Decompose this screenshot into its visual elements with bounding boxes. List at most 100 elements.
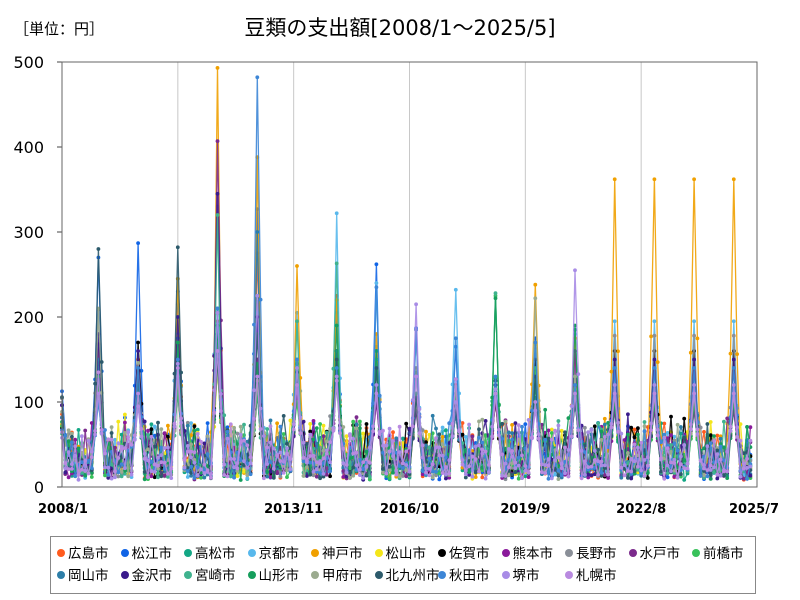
data-point (619, 431, 624, 436)
data-point (242, 469, 246, 474)
data-point (301, 419, 306, 424)
data-point (328, 440, 332, 444)
data-point (410, 398, 415, 402)
data-point (705, 468, 710, 472)
data-point (430, 469, 435, 474)
data-point (354, 415, 359, 420)
data-point (748, 473, 753, 478)
data-point (185, 475, 190, 479)
data-point (341, 475, 346, 479)
data-point (586, 430, 591, 435)
data-point (480, 475, 485, 480)
data-point (626, 469, 630, 473)
data-point (301, 455, 306, 460)
data-point (189, 473, 194, 478)
data-point (692, 357, 696, 362)
data-point (523, 474, 528, 479)
data-point (245, 476, 250, 481)
legend-marker (120, 571, 129, 579)
legend-label: 松山市 (385, 546, 427, 562)
data-point (599, 459, 604, 464)
data-point (361, 431, 366, 436)
data-point (328, 474, 332, 479)
data-point (116, 441, 121, 446)
data-point (119, 462, 124, 467)
data-point (420, 469, 425, 473)
data-point (281, 471, 286, 475)
data-point (645, 471, 650, 475)
data-point (483, 433, 488, 437)
data-point (725, 476, 730, 480)
data-point (543, 471, 548, 475)
data-point (159, 453, 164, 457)
data-point (477, 469, 481, 474)
legend-marker (374, 571, 383, 579)
legend-label: 甲府市 (322, 568, 363, 584)
data-point (86, 438, 91, 443)
data-point (566, 448, 571, 452)
data-point (381, 467, 385, 471)
data-point (447, 471, 452, 476)
data-point (745, 477, 749, 481)
data-point (215, 349, 220, 353)
data-point (235, 431, 240, 436)
data-point (103, 428, 107, 432)
chart-title: 豆類の支出額[2008/1～2025/5] (244, 16, 556, 40)
data-point (735, 435, 739, 439)
data-point (748, 464, 753, 469)
legend-label: 山形市 (258, 568, 300, 584)
data-point (116, 470, 121, 475)
data-point (93, 381, 97, 386)
data-point (659, 456, 663, 461)
data-point (503, 461, 508, 466)
data-point (483, 419, 488, 423)
data-point (142, 419, 147, 424)
data-point (381, 470, 385, 475)
data-point (682, 466, 687, 470)
data-point (738, 474, 743, 479)
data-point (424, 443, 428, 448)
data-point (268, 424, 273, 429)
data-point (136, 366, 141, 370)
data-point (146, 433, 150, 437)
legend-item: 松山市 (374, 542, 427, 562)
data-point (387, 476, 392, 480)
data-point (692, 366, 696, 370)
data-point (424, 429, 428, 434)
data-point (470, 474, 475, 479)
data-point (748, 438, 753, 443)
legend-label: 秋田市 (449, 568, 490, 584)
data-point (483, 476, 488, 481)
data-point (698, 473, 703, 478)
data-point (573, 374, 577, 379)
legend-label: 長野市 (576, 546, 617, 562)
series-layer (60, 66, 753, 483)
data-point (477, 443, 481, 448)
data-point (480, 417, 485, 422)
data-point (420, 428, 425, 432)
legend-marker (501, 549, 510, 557)
data-point (215, 213, 220, 217)
data-point (526, 418, 531, 422)
data-point (533, 282, 538, 287)
data-point (619, 475, 624, 480)
data-point (262, 476, 266, 481)
data-point (123, 466, 127, 471)
data-point (642, 474, 647, 478)
data-point (622, 463, 627, 467)
data-point (530, 408, 534, 413)
data-point (659, 469, 663, 474)
data-point (89, 421, 94, 425)
data-point (722, 469, 726, 474)
data-point (662, 435, 667, 440)
data-point (195, 432, 200, 436)
data-point (245, 473, 250, 477)
data-point (126, 435, 131, 440)
data-point (503, 419, 508, 424)
data-point (632, 459, 637, 464)
data-point (404, 449, 409, 454)
data-point (645, 476, 650, 480)
data-point (612, 391, 617, 396)
data-point (308, 460, 313, 465)
data-point (222, 413, 227, 418)
